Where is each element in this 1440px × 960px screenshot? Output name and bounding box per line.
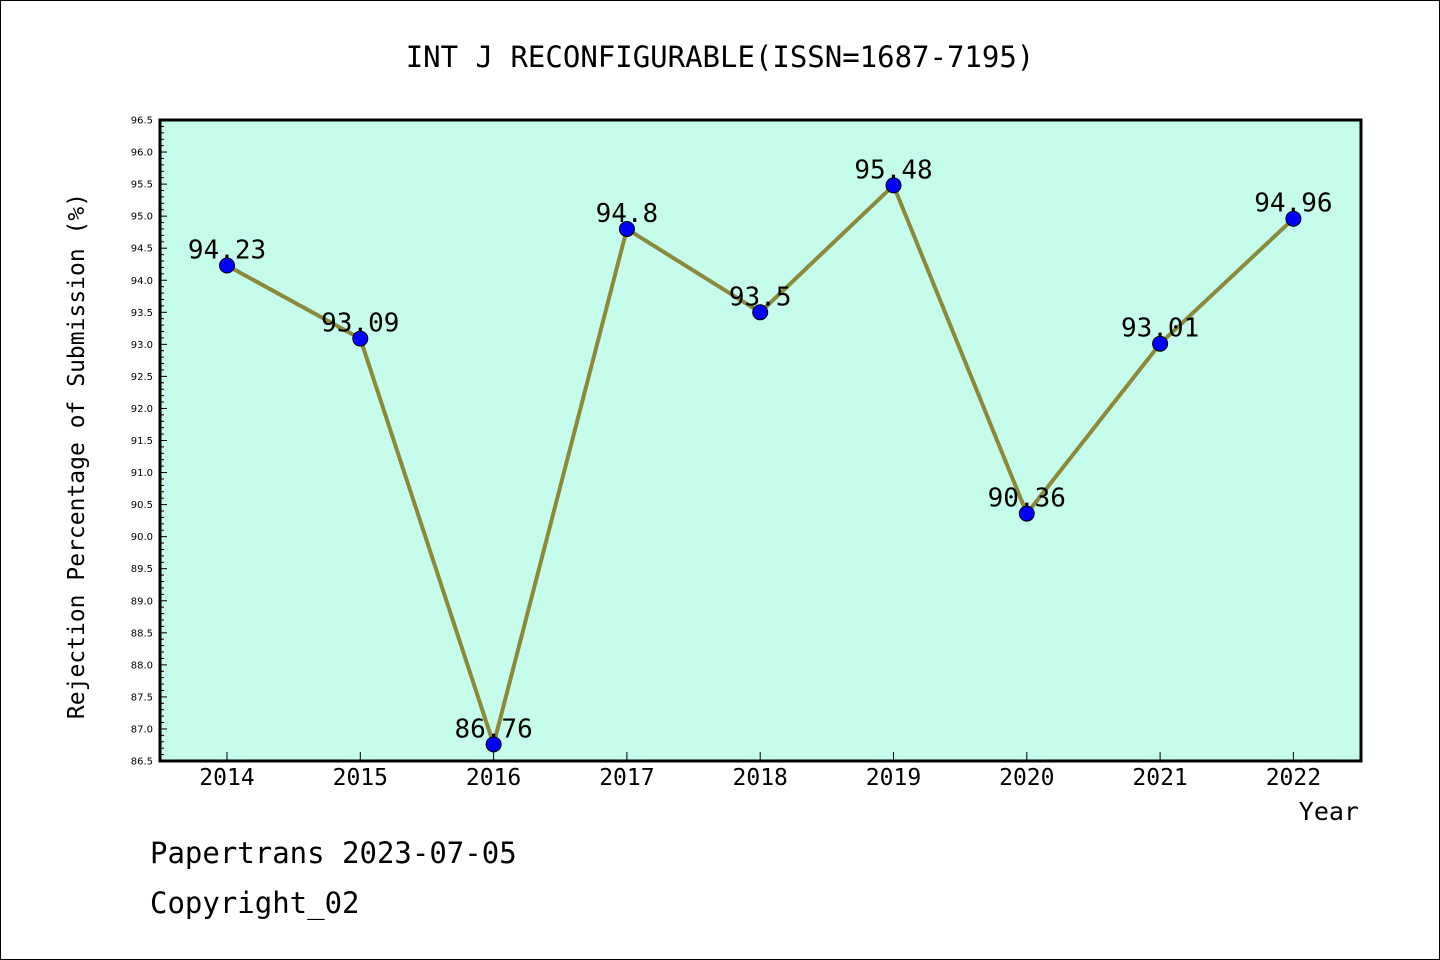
x-tick-label: 2015 bbox=[333, 765, 388, 791]
data-label: 90.36 bbox=[988, 484, 1066, 514]
x-tick-label: 2018 bbox=[733, 765, 788, 791]
data-point bbox=[1152, 335, 1169, 352]
y-tick-label: 93.0 bbox=[131, 340, 153, 351]
data-label: 94.8 bbox=[596, 199, 659, 229]
y-tick-label: 93.5 bbox=[131, 308, 153, 319]
y-tick-label: 88.0 bbox=[131, 660, 153, 671]
x-axis: 2014 2015 2016 2017 2018 2019 2020 2021 2022 bbox=[199, 752, 1321, 791]
y-axis-label: Rejection Percentage of Submission (%) bbox=[64, 193, 90, 719]
data-point bbox=[1018, 505, 1035, 522]
y-tick-label: 89.5 bbox=[131, 564, 153, 575]
y-tick-label: 88.5 bbox=[131, 628, 153, 639]
data-label: 94.23 bbox=[188, 236, 266, 266]
data-point bbox=[618, 220, 635, 237]
y-tick-label: 94.0 bbox=[131, 276, 153, 287]
data-point bbox=[485, 736, 502, 753]
y-tick-label: 89.0 bbox=[131, 596, 153, 607]
data-label: 93.01 bbox=[1121, 314, 1199, 344]
copyright-note: Copyright_02 bbox=[150, 886, 360, 920]
x-axis-label: Year bbox=[1299, 797, 1359, 826]
y-tick-label: 95.5 bbox=[131, 180, 153, 191]
y-tick-label: 86.5 bbox=[131, 757, 153, 768]
y-tick-label: 90.0 bbox=[131, 532, 153, 543]
data-point bbox=[1285, 210, 1302, 227]
y-tick-label: 94.5 bbox=[131, 244, 153, 255]
y-tick-label: 95.0 bbox=[131, 212, 153, 223]
data-point bbox=[219, 257, 235, 274]
y-tick-label: 92.5 bbox=[131, 372, 153, 383]
y-axis: 86.5 87.0 87.5 88.0 88.5 89.0 89.5 90.0 90.5 91.0… bbox=[131, 116, 167, 768]
data-labels: 94.23 93.09 86.76 94.8 93.5 95.48 90.36 93.01 94… bbox=[188, 155, 1333, 744]
x-tick-label: 2020 bbox=[999, 765, 1054, 791]
y-tick-label: 87.5 bbox=[131, 692, 153, 703]
x-tick-label: 2014 bbox=[199, 765, 254, 791]
data-point bbox=[352, 330, 369, 347]
y-tick-label: 96.0 bbox=[131, 148, 153, 159]
y-tick-label: 92.0 bbox=[131, 404, 153, 415]
data-points bbox=[219, 177, 1302, 753]
y-tick-label: 91.0 bbox=[131, 468, 153, 479]
x-tick-label: 2017 bbox=[599, 765, 654, 791]
y-tick-label: 87.0 bbox=[131, 724, 153, 735]
y-tick-label: 91.5 bbox=[131, 436, 153, 447]
data-label: 94.96 bbox=[1254, 189, 1332, 219]
data-point bbox=[885, 177, 902, 194]
data-label: 86.76 bbox=[454, 714, 532, 744]
data-point bbox=[752, 304, 769, 321]
y-tick-label: 96.5 bbox=[131, 116, 153, 127]
data-label: 93.09 bbox=[321, 309, 399, 339]
x-tick-label: 2021 bbox=[1132, 765, 1187, 791]
x-tick-label: 2016 bbox=[466, 765, 521, 791]
x-tick-label: 2019 bbox=[866, 765, 921, 791]
data-label: 95.48 bbox=[854, 155, 932, 185]
data-label: 93.5 bbox=[729, 282, 792, 312]
plot-area bbox=[158, 118, 1363, 763]
y-tick-label: 90.5 bbox=[131, 500, 153, 511]
chart-title: INT J RECONFIGURABLE(ISSN=1687-7195) bbox=[406, 40, 1035, 74]
source-note: Papertrans 2023-07-05 bbox=[150, 836, 517, 870]
x-tick-label: 2022 bbox=[1266, 765, 1321, 791]
